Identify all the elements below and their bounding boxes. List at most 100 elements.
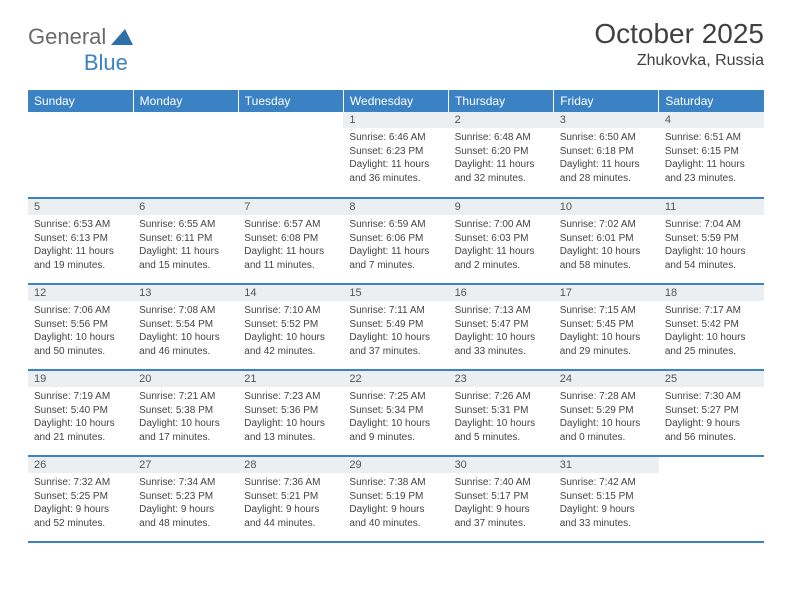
day-cell: 9Sunrise: 7:00 AMSunset: 6:03 PMDaylight… — [449, 198, 554, 284]
day-cell — [28, 112, 133, 198]
weekday-tuesday: Tuesday — [238, 90, 343, 112]
day-info: Sunrise: 6:55 AMSunset: 6:11 PMDaylight:… — [133, 215, 238, 275]
day-cell: 28Sunrise: 7:36 AMSunset: 5:21 PMDayligh… — [238, 456, 343, 542]
week-row: 12Sunrise: 7:06 AMSunset: 5:56 PMDayligh… — [28, 284, 764, 370]
day-cell: 7Sunrise: 6:57 AMSunset: 6:08 PMDaylight… — [238, 198, 343, 284]
day-number: 5 — [28, 199, 133, 215]
day-cell: 23Sunrise: 7:26 AMSunset: 5:31 PMDayligh… — [449, 370, 554, 456]
day-number-empty — [28, 112, 133, 128]
day-info: Sunrise: 7:21 AMSunset: 5:38 PMDaylight:… — [133, 387, 238, 447]
day-cell: 15Sunrise: 7:11 AMSunset: 5:49 PMDayligh… — [343, 284, 448, 370]
day-info: Sunrise: 7:36 AMSunset: 5:21 PMDaylight:… — [238, 473, 343, 533]
day-number: 22 — [343, 371, 448, 387]
day-number: 11 — [659, 199, 764, 215]
day-number: 15 — [343, 285, 448, 301]
day-cell: 18Sunrise: 7:17 AMSunset: 5:42 PMDayligh… — [659, 284, 764, 370]
day-info: Sunrise: 6:48 AMSunset: 6:20 PMDaylight:… — [449, 128, 554, 188]
day-cell: 21Sunrise: 7:23 AMSunset: 5:36 PMDayligh… — [238, 370, 343, 456]
day-info: Sunrise: 7:25 AMSunset: 5:34 PMDaylight:… — [343, 387, 448, 447]
title-block: October 2025 Zhukovka, Russia — [594, 18, 764, 70]
day-number: 13 — [133, 285, 238, 301]
day-info: Sunrise: 6:46 AMSunset: 6:23 PMDaylight:… — [343, 128, 448, 188]
day-info: Sunrise: 7:28 AMSunset: 5:29 PMDaylight:… — [554, 387, 659, 447]
day-info: Sunrise: 6:50 AMSunset: 6:18 PMDaylight:… — [554, 128, 659, 188]
location: Zhukovka, Russia — [594, 52, 764, 70]
weekday-friday: Friday — [554, 90, 659, 112]
weekday-thursday: Thursday — [449, 90, 554, 112]
day-number: 26 — [28, 457, 133, 473]
logo: General — [28, 18, 135, 50]
day-info: Sunrise: 7:19 AMSunset: 5:40 PMDaylight:… — [28, 387, 133, 447]
day-number: 23 — [449, 371, 554, 387]
day-cell: 24Sunrise: 7:28 AMSunset: 5:29 PMDayligh… — [554, 370, 659, 456]
day-cell — [133, 112, 238, 198]
day-number: 7 — [238, 199, 343, 215]
day-cell: 25Sunrise: 7:30 AMSunset: 5:27 PMDayligh… — [659, 370, 764, 456]
day-info: Sunrise: 7:15 AMSunset: 5:45 PMDaylight:… — [554, 301, 659, 361]
logo-text-blue: Blue — [84, 50, 128, 76]
day-number: 19 — [28, 371, 133, 387]
day-number: 18 — [659, 285, 764, 301]
weekday-sunday: Sunday — [28, 90, 133, 112]
week-row: 1Sunrise: 6:46 AMSunset: 6:23 PMDaylight… — [28, 112, 764, 198]
day-cell: 13Sunrise: 7:08 AMSunset: 5:54 PMDayligh… — [133, 284, 238, 370]
day-cell: 11Sunrise: 7:04 AMSunset: 5:59 PMDayligh… — [659, 198, 764, 284]
weekday-header-row: SundayMondayTuesdayWednesdayThursdayFrid… — [28, 90, 764, 112]
day-info: Sunrise: 7:00 AMSunset: 6:03 PMDaylight:… — [449, 215, 554, 275]
day-number: 1 — [343, 112, 448, 128]
day-number: 10 — [554, 199, 659, 215]
day-cell: 14Sunrise: 7:10 AMSunset: 5:52 PMDayligh… — [238, 284, 343, 370]
day-cell: 10Sunrise: 7:02 AMSunset: 6:01 PMDayligh… — [554, 198, 659, 284]
day-cell: 6Sunrise: 6:55 AMSunset: 6:11 PMDaylight… — [133, 198, 238, 284]
day-info: Sunrise: 7:17 AMSunset: 5:42 PMDaylight:… — [659, 301, 764, 361]
day-cell: 29Sunrise: 7:38 AMSunset: 5:19 PMDayligh… — [343, 456, 448, 542]
day-cell: 30Sunrise: 7:40 AMSunset: 5:17 PMDayligh… — [449, 456, 554, 542]
day-number: 25 — [659, 371, 764, 387]
day-info: Sunrise: 7:13 AMSunset: 5:47 PMDaylight:… — [449, 301, 554, 361]
week-row: 19Sunrise: 7:19 AMSunset: 5:40 PMDayligh… — [28, 370, 764, 456]
day-number: 8 — [343, 199, 448, 215]
day-cell: 8Sunrise: 6:59 AMSunset: 6:06 PMDaylight… — [343, 198, 448, 284]
logo-text-general: General — [28, 24, 106, 50]
day-cell: 2Sunrise: 6:48 AMSunset: 6:20 PMDaylight… — [449, 112, 554, 198]
day-cell: 17Sunrise: 7:15 AMSunset: 5:45 PMDayligh… — [554, 284, 659, 370]
day-number: 30 — [449, 457, 554, 473]
day-cell: 19Sunrise: 7:19 AMSunset: 5:40 PMDayligh… — [28, 370, 133, 456]
day-info: Sunrise: 7:40 AMSunset: 5:17 PMDaylight:… — [449, 473, 554, 533]
week-row: 26Sunrise: 7:32 AMSunset: 5:25 PMDayligh… — [28, 456, 764, 542]
day-info: Sunrise: 7:04 AMSunset: 5:59 PMDaylight:… — [659, 215, 764, 275]
day-number: 20 — [133, 371, 238, 387]
day-number-empty — [238, 112, 343, 128]
weekday-monday: Monday — [133, 90, 238, 112]
day-number: 16 — [449, 285, 554, 301]
calendar-table: SundayMondayTuesdayWednesdayThursdayFrid… — [28, 90, 764, 543]
day-info: Sunrise: 7:30 AMSunset: 5:27 PMDaylight:… — [659, 387, 764, 447]
week-row: 5Sunrise: 6:53 AMSunset: 6:13 PMDaylight… — [28, 198, 764, 284]
day-info: Sunrise: 7:42 AMSunset: 5:15 PMDaylight:… — [554, 473, 659, 533]
day-cell: 31Sunrise: 7:42 AMSunset: 5:15 PMDayligh… — [554, 456, 659, 542]
day-cell: 12Sunrise: 7:06 AMSunset: 5:56 PMDayligh… — [28, 284, 133, 370]
day-info: Sunrise: 7:06 AMSunset: 5:56 PMDaylight:… — [28, 301, 133, 361]
day-cell: 27Sunrise: 7:34 AMSunset: 5:23 PMDayligh… — [133, 456, 238, 542]
day-number: 6 — [133, 199, 238, 215]
day-info: Sunrise: 6:57 AMSunset: 6:08 PMDaylight:… — [238, 215, 343, 275]
logo-triangle-icon — [111, 29, 133, 45]
day-number: 12 — [28, 285, 133, 301]
weekday-wednesday: Wednesday — [343, 90, 448, 112]
day-info: Sunrise: 7:02 AMSunset: 6:01 PMDaylight:… — [554, 215, 659, 275]
day-cell: 5Sunrise: 6:53 AMSunset: 6:13 PMDaylight… — [28, 198, 133, 284]
day-number-empty — [659, 457, 764, 473]
day-number: 17 — [554, 285, 659, 301]
day-number: 21 — [238, 371, 343, 387]
day-number: 29 — [343, 457, 448, 473]
day-info: Sunrise: 7:11 AMSunset: 5:49 PMDaylight:… — [343, 301, 448, 361]
day-cell: 22Sunrise: 7:25 AMSunset: 5:34 PMDayligh… — [343, 370, 448, 456]
day-number: 4 — [659, 112, 764, 128]
day-info: Sunrise: 7:08 AMSunset: 5:54 PMDaylight:… — [133, 301, 238, 361]
day-number: 9 — [449, 199, 554, 215]
day-info: Sunrise: 7:32 AMSunset: 5:25 PMDaylight:… — [28, 473, 133, 533]
day-number: 14 — [238, 285, 343, 301]
day-info: Sunrise: 7:23 AMSunset: 5:36 PMDaylight:… — [238, 387, 343, 447]
day-cell — [238, 112, 343, 198]
day-number: 27 — [133, 457, 238, 473]
